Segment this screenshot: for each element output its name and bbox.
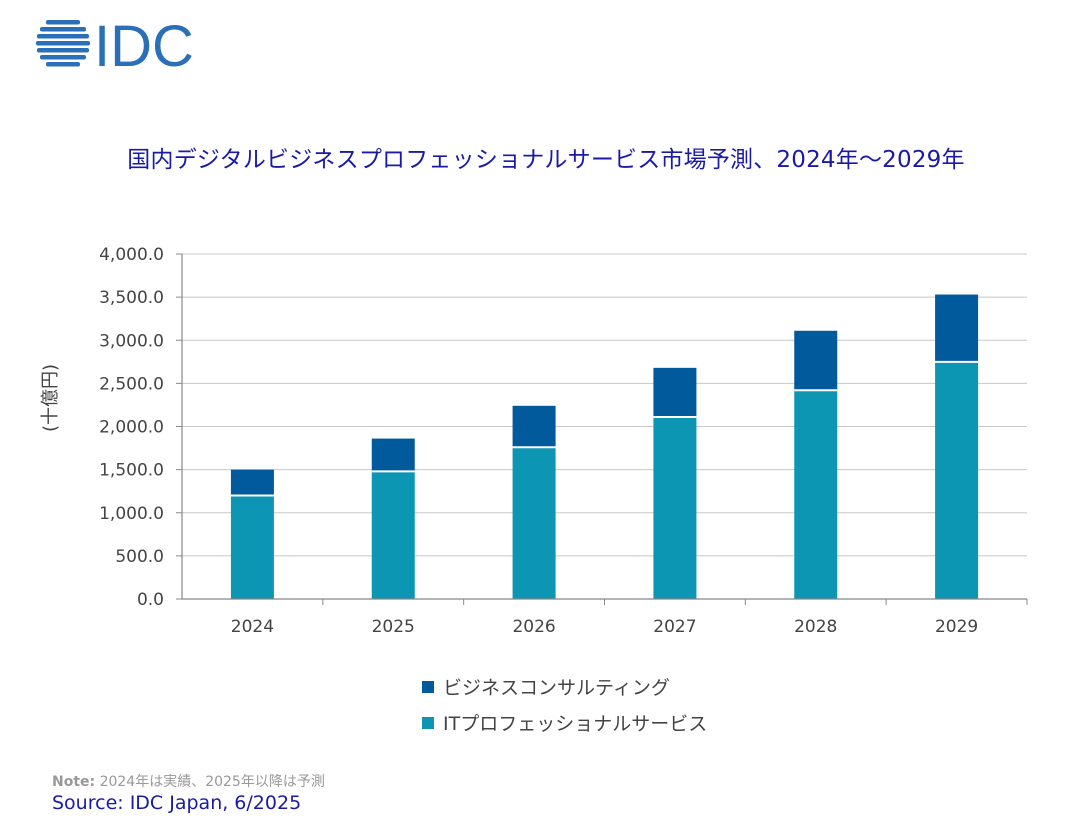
logo-text: IDC	[94, 14, 194, 74]
bar-it-professional-2026	[512, 447, 556, 599]
x-tick-label: 2027	[653, 617, 696, 637]
bar-business-consulting-2029	[935, 294, 979, 362]
grid-lines	[182, 253, 1027, 557]
x-tick-label: 2029	[935, 617, 978, 637]
y-tick-label: 1,500.0	[99, 461, 164, 481]
x-tick-label: 2028	[794, 617, 837, 637]
y-tick-label: 3,000.0	[99, 331, 164, 351]
legend-label: ビジネスコンサルティング	[443, 677, 670, 699]
bar-it-professional-2028	[794, 390, 838, 599]
y-tick-label: 1,000.0	[99, 504, 164, 524]
x-tick-label: 2026	[512, 617, 555, 637]
legend-swatch-it-professional	[422, 716, 434, 729]
legend-item-it-professional: ITプロフェッショナルサービス	[422, 709, 707, 736]
x-tick-label: 2024	[231, 617, 274, 637]
bar-business-consulting-2026	[512, 405, 556, 448]
note-text: 2024年は実績、2025年以降は予測	[95, 774, 325, 790]
y-tick-label: 2,500.0	[99, 374, 164, 394]
chart-title: 国内デジタルビジネスプロフェッショナルサービス市場予測、2024年〜2029年	[127, 147, 965, 173]
axes: 0.0 500.0 1,000.0 1,500.0 2,000.0 2,500.0 3,00…	[99, 245, 1028, 637]
bar-it-professional-2025	[371, 471, 415, 599]
legend-item-business-consulting: ビジネスコンサルティング	[422, 673, 670, 700]
y-tick-label: 2,000.0	[99, 418, 164, 438]
idc-logo: IDC	[36, 14, 226, 79]
bar-business-consulting-2025	[371, 438, 415, 472]
x-tick-label: 2025	[372, 617, 415, 637]
y-tick-label: 0.0	[137, 590, 164, 610]
y-tick-label: 3,500.0	[99, 288, 164, 308]
bar-it-professional-2024	[230, 495, 274, 599]
bars	[230, 294, 979, 599]
bar-business-consulting-2027	[653, 367, 697, 418]
bar-it-professional-2027	[653, 417, 697, 599]
source-line: Source: IDC Japan, 6/2025	[52, 792, 302, 814]
y-tick-label: 4,000.0	[99, 245, 164, 265]
bar-business-consulting-2028	[794, 330, 838, 391]
legend-label: ITプロフェッショナルサービス	[443, 713, 708, 735]
y-axis-label: (十億円)	[40, 364, 61, 432]
bar-business-consulting-2024	[230, 469, 274, 496]
y-tick-label: 500.0	[115, 547, 164, 567]
legend-swatch-business-consulting	[422, 680, 434, 693]
footnote: Note: 2024年は実績、2025年以降は予測	[52, 771, 325, 791]
note-label: Note:	[52, 774, 96, 790]
bar-it-professional-2029	[935, 361, 979, 599]
